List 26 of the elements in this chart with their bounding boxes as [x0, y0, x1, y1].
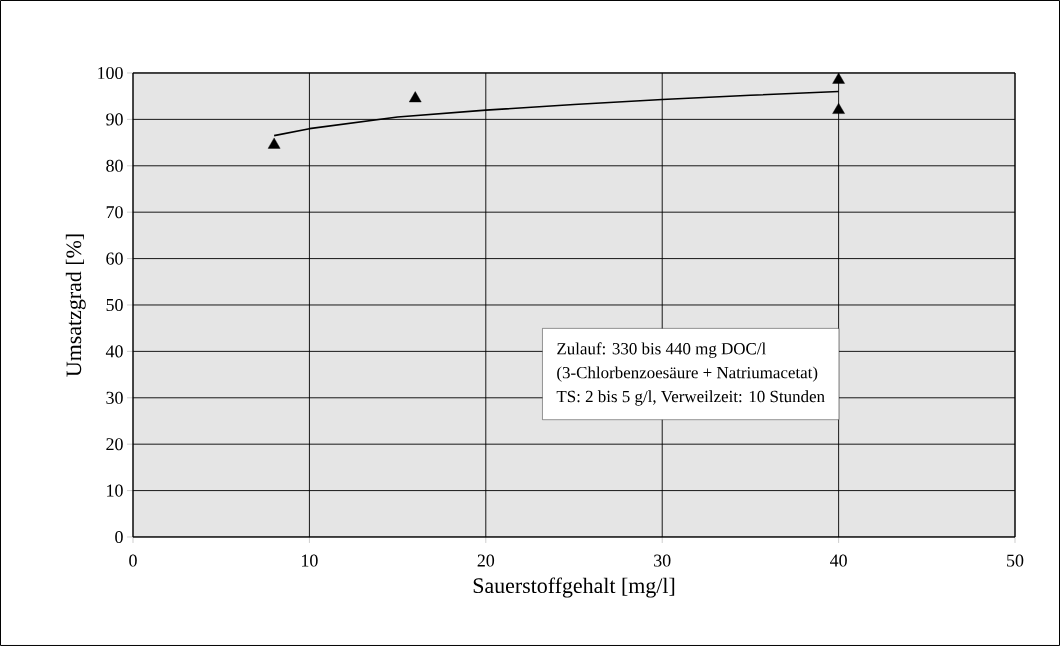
annotation: Zulauf: 330 bis 440 mg DOC/l: [557, 342, 766, 358]
y-axis-title: Umsatzgrad [%]: [65, 234, 86, 377]
point: [832, 72, 845, 84]
y-tick-label: 0: [115, 530, 123, 544]
y-tick-label: 10: [107, 484, 123, 497]
y-tick-label: 60: [106, 252, 123, 265]
x-axis-title: Sauerstoffgehalt [mg/l]: [473, 577, 675, 598]
x-tick-label: 50: [1007, 554, 1024, 567]
annotation: (3-Chlorbenzoesäure + Natriumacetat): [557, 366, 818, 382]
y-tick-label: 20: [106, 438, 123, 451]
x-tick-label: 10: [302, 554, 318, 567]
annotation: TS: 2 bis 5 g/l, Verweilzeit: 10 Stunden: [556, 390, 825, 406]
point: [267, 137, 281, 149]
x-tick-label: 30: [654, 554, 671, 567]
point: [409, 91, 422, 103]
y-tick-label: 30: [106, 391, 123, 404]
y-tick-label: 90: [106, 113, 123, 126]
x-tick-label: 20: [477, 554, 495, 567]
y-tick-label: 100: [98, 66, 123, 80]
x-tick-label: 0: [129, 554, 137, 567]
y-tick-label: 50: [106, 298, 123, 312]
point: [832, 102, 845, 114]
y-tick-label: 70: [106, 206, 123, 219]
x-tick-label: 40: [829, 554, 847, 567]
y-tick-label: 80: [106, 159, 123, 172]
y-tick-label: 40: [105, 345, 123, 358]
